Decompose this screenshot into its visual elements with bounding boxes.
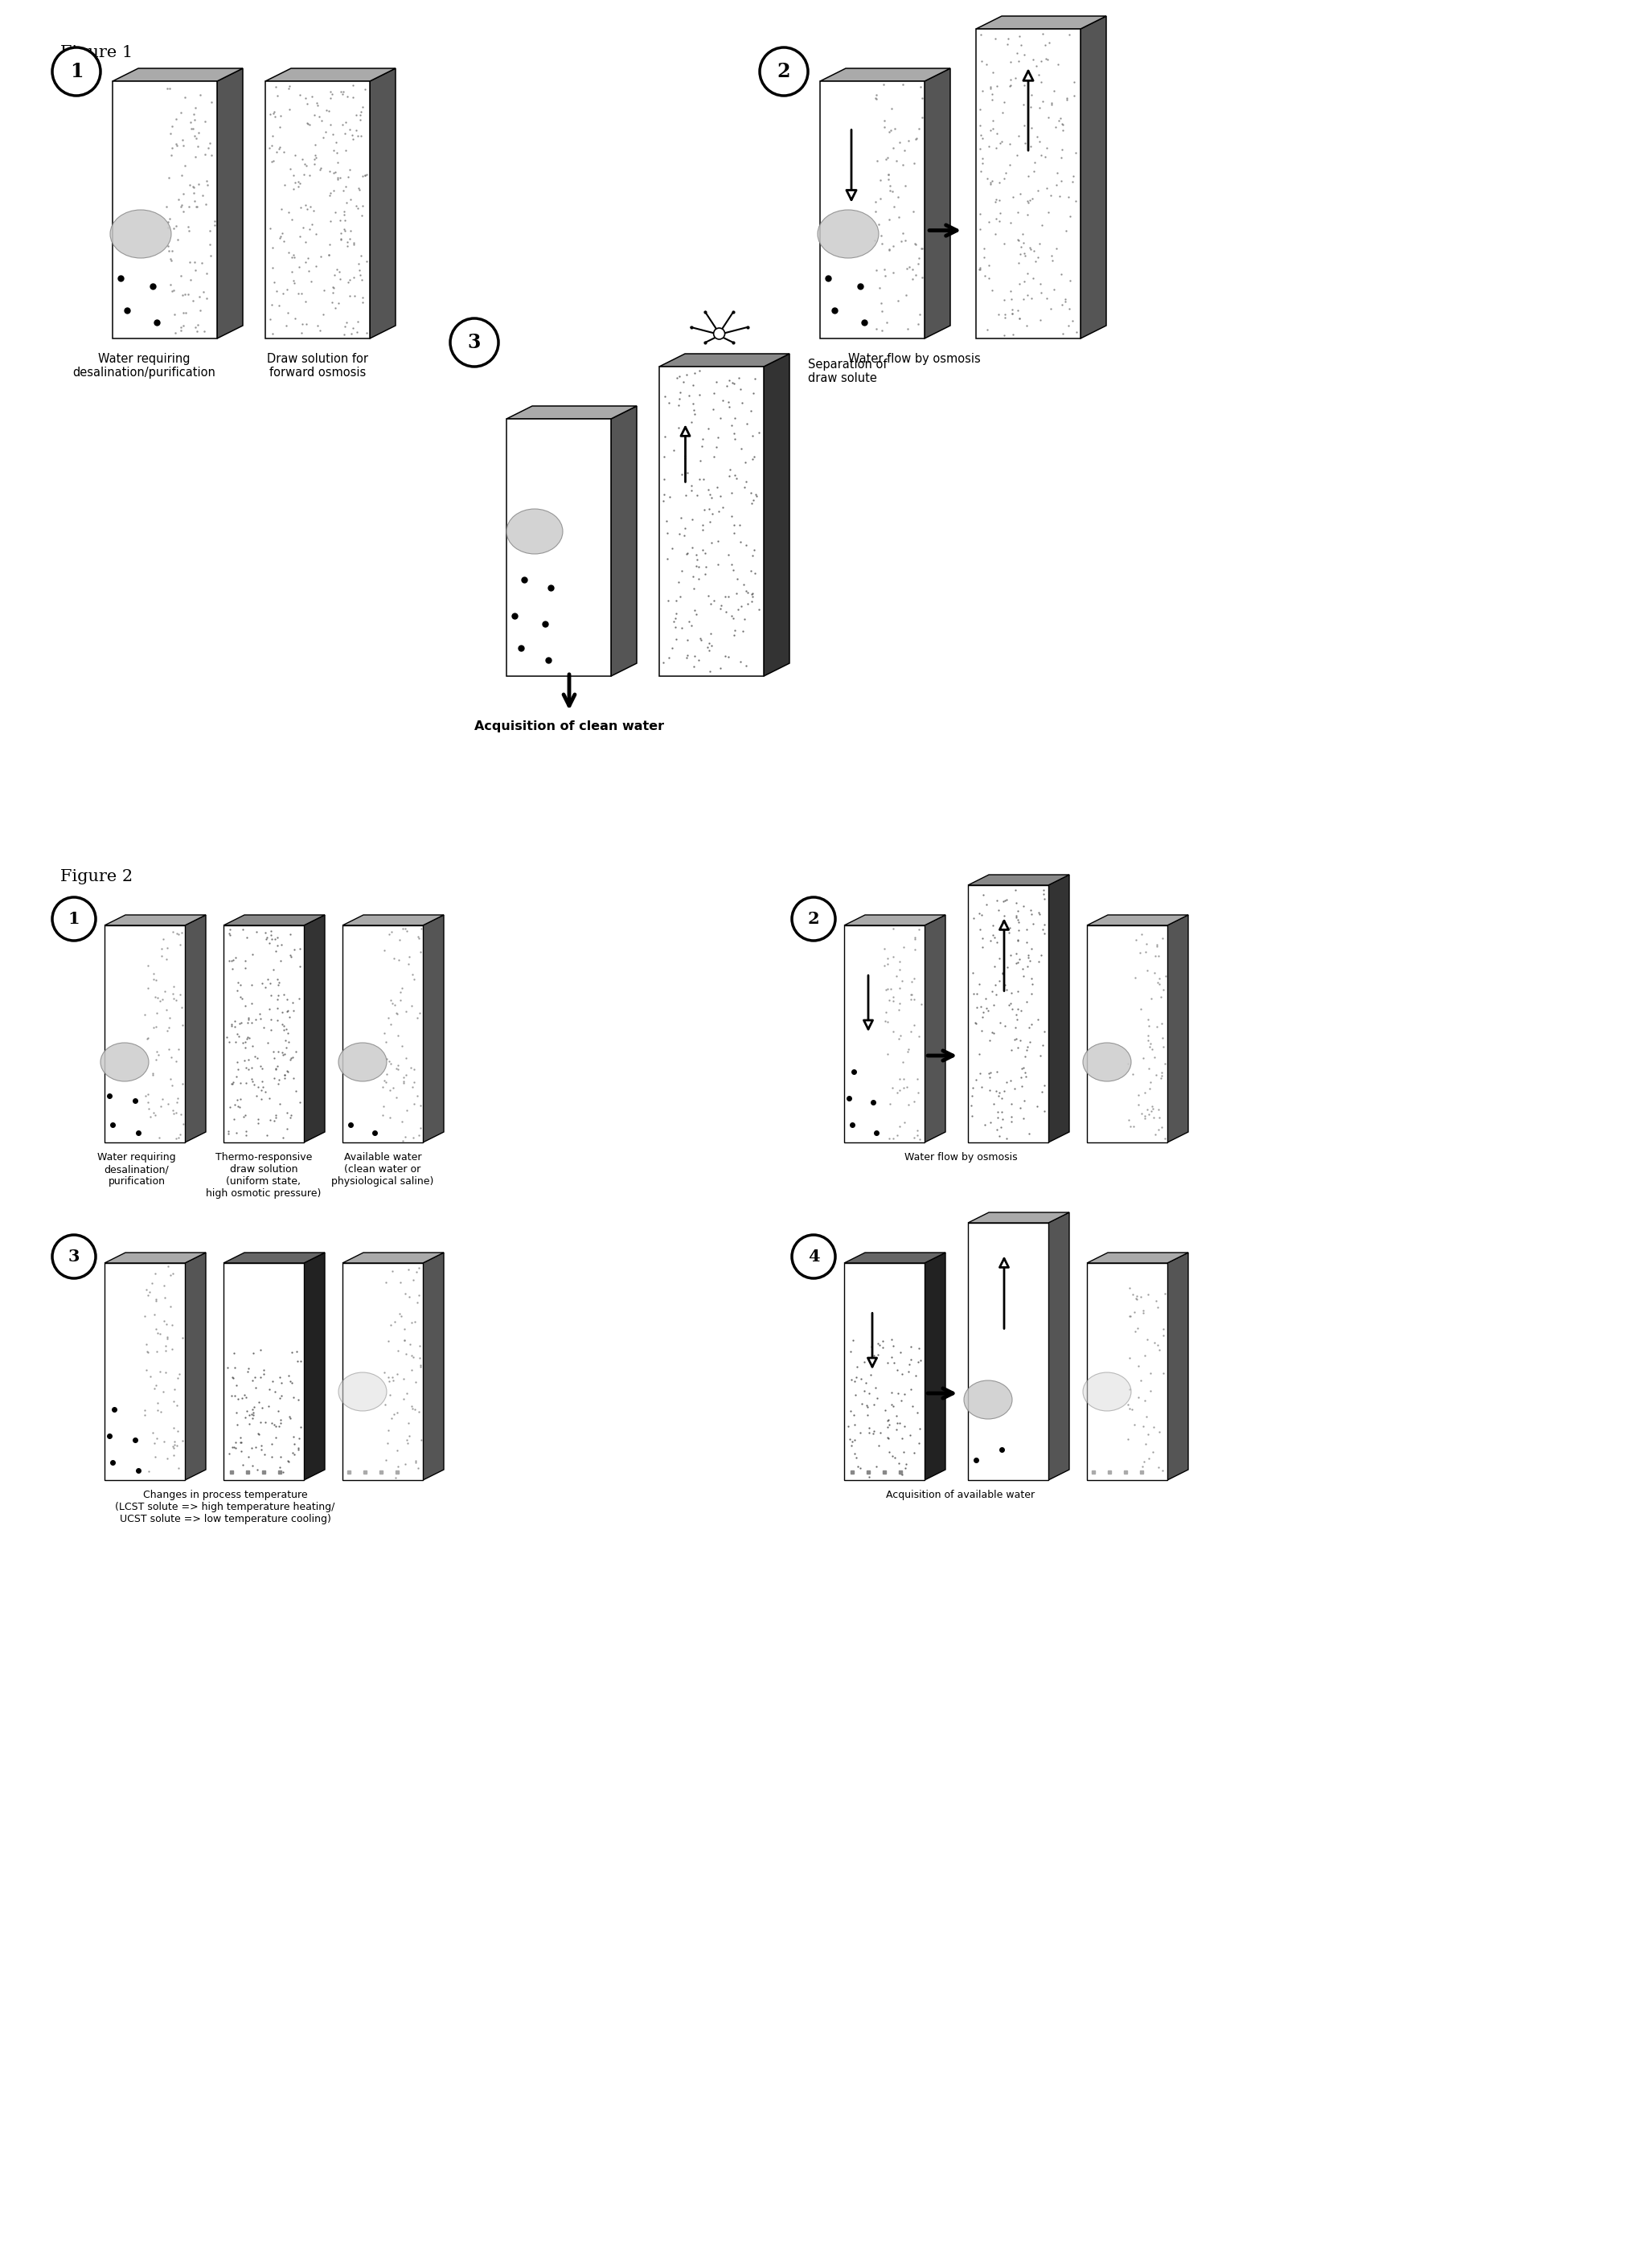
Polygon shape <box>844 1263 924 1481</box>
Polygon shape <box>1080 16 1105 338</box>
Circle shape <box>792 1234 836 1279</box>
Polygon shape <box>423 1252 444 1481</box>
Text: 2: 2 <box>777 61 790 82</box>
Text: 1: 1 <box>69 912 80 928</box>
Text: 4: 4 <box>808 1250 819 1266</box>
Text: 3: 3 <box>467 333 481 352</box>
Polygon shape <box>819 68 950 82</box>
Polygon shape <box>844 925 924 1143</box>
Circle shape <box>713 329 725 340</box>
Polygon shape <box>764 354 790 676</box>
Polygon shape <box>217 68 243 338</box>
Polygon shape <box>1167 1252 1188 1481</box>
Polygon shape <box>224 1263 304 1481</box>
Text: Water flow by osmosis: Water flow by osmosis <box>904 1152 1017 1163</box>
Polygon shape <box>968 875 1069 885</box>
Circle shape <box>792 898 836 941</box>
Ellipse shape <box>1082 1043 1131 1082</box>
Text: Water requiring
desalination/
purification: Water requiring desalination/ purificati… <box>98 1152 176 1186</box>
Polygon shape <box>924 68 950 338</box>
Polygon shape <box>506 420 610 676</box>
Polygon shape <box>304 914 325 1143</box>
Polygon shape <box>506 406 636 420</box>
Polygon shape <box>343 925 423 1143</box>
Polygon shape <box>1087 1263 1167 1481</box>
Circle shape <box>450 318 498 367</box>
Polygon shape <box>104 1252 206 1263</box>
Text: 1: 1 <box>70 61 83 82</box>
Polygon shape <box>1087 925 1167 1143</box>
Polygon shape <box>104 925 184 1143</box>
Polygon shape <box>113 82 217 338</box>
Ellipse shape <box>109 211 171 259</box>
Polygon shape <box>819 82 924 338</box>
Polygon shape <box>968 1213 1069 1222</box>
Ellipse shape <box>818 211 878 259</box>
Ellipse shape <box>338 1043 387 1082</box>
Text: Separation of
draw solute: Separation of draw solute <box>808 358 886 386</box>
Polygon shape <box>844 914 945 925</box>
Text: Thermo-responsive
draw solution
(uniform state,
high osmotic pressure): Thermo-responsive draw solution (uniform… <box>206 1152 322 1200</box>
Polygon shape <box>104 914 206 925</box>
Text: Draw solution for
forward osmosis: Draw solution for forward osmosis <box>266 354 369 379</box>
Polygon shape <box>1048 875 1069 1143</box>
Polygon shape <box>264 68 395 82</box>
Polygon shape <box>224 1252 325 1263</box>
Polygon shape <box>659 367 764 676</box>
Polygon shape <box>1087 914 1188 925</box>
Polygon shape <box>1048 1213 1069 1481</box>
Ellipse shape <box>338 1372 387 1411</box>
Circle shape <box>52 1234 96 1279</box>
Polygon shape <box>423 914 444 1143</box>
Text: 2: 2 <box>808 912 819 928</box>
Polygon shape <box>924 914 945 1143</box>
Polygon shape <box>343 914 444 925</box>
Polygon shape <box>1087 1252 1188 1263</box>
Polygon shape <box>343 1252 444 1263</box>
Text: Figure 1: Figure 1 <box>60 45 132 61</box>
Text: Water requiring
desalination/purification: Water requiring desalination/purificatio… <box>72 354 215 379</box>
Polygon shape <box>976 29 1080 338</box>
Polygon shape <box>976 16 1105 29</box>
Polygon shape <box>184 1252 206 1481</box>
Text: Water flow by osmosis: Water flow by osmosis <box>847 354 979 365</box>
Polygon shape <box>113 68 243 82</box>
Text: Acquisition of clean water: Acquisition of clean water <box>473 721 664 733</box>
Ellipse shape <box>101 1043 149 1082</box>
Text: Figure 2: Figure 2 <box>60 869 132 885</box>
Ellipse shape <box>506 508 563 553</box>
Polygon shape <box>104 1263 184 1481</box>
Ellipse shape <box>963 1381 1012 1420</box>
Polygon shape <box>1167 914 1188 1143</box>
Polygon shape <box>610 406 636 676</box>
Polygon shape <box>264 82 369 338</box>
Polygon shape <box>304 1252 325 1481</box>
Polygon shape <box>968 885 1048 1143</box>
Polygon shape <box>224 914 325 925</box>
Text: 3: 3 <box>69 1250 80 1266</box>
Polygon shape <box>224 925 304 1143</box>
Text: Available water
(clean water or
physiological saline): Available water (clean water or physiolo… <box>331 1152 434 1186</box>
Text: Acquisition of available water: Acquisition of available water <box>886 1490 1035 1499</box>
Circle shape <box>759 48 808 95</box>
Circle shape <box>52 48 101 95</box>
Polygon shape <box>659 354 790 367</box>
Polygon shape <box>184 914 206 1143</box>
Polygon shape <box>369 68 395 338</box>
Text: Changes in process temperature
(LCST solute => high temperature heating/
UCST so: Changes in process temperature (LCST sol… <box>116 1490 335 1524</box>
Polygon shape <box>844 1252 945 1263</box>
Circle shape <box>52 898 96 941</box>
Ellipse shape <box>1082 1372 1131 1411</box>
Polygon shape <box>343 1263 423 1481</box>
Polygon shape <box>924 1252 945 1481</box>
Polygon shape <box>968 1222 1048 1481</box>
